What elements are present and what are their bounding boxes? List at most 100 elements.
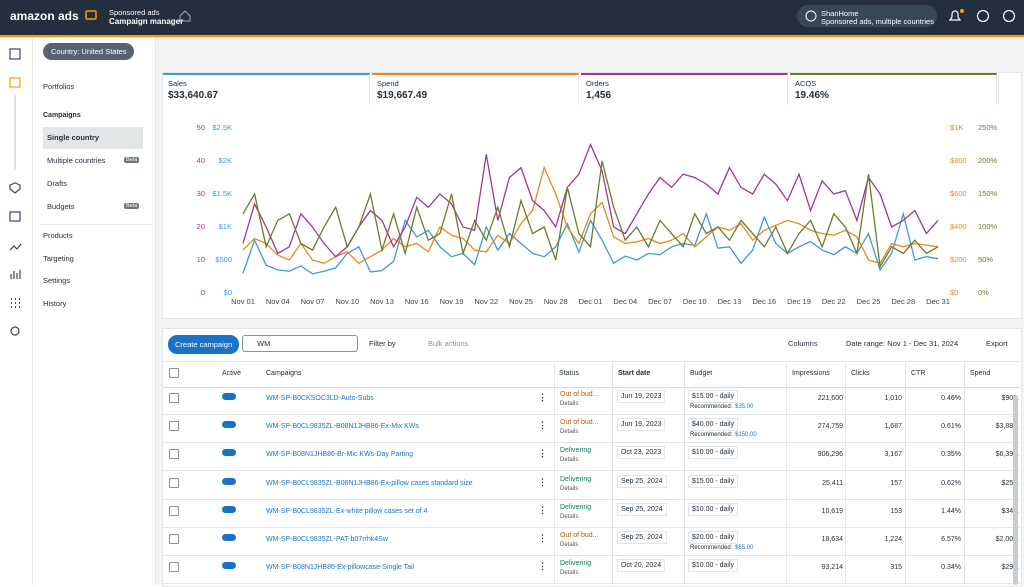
recommended-value[interactable]: $65.00 [735, 545, 754, 551]
nav-item[interactable]: Multiple countries [47, 156, 106, 165]
column-header[interactable]: Start date [618, 370, 651, 377]
account-pill[interactable] [797, 5, 937, 27]
y-tick-label: $2.5K [212, 123, 232, 132]
column-header[interactable]: Impressions [792, 370, 830, 377]
nav-item[interactable]: Budgets [47, 202, 75, 211]
nav-item[interactable]: History [43, 298, 67, 308]
dashboard-icon[interactable] [9, 48, 21, 60]
create-button[interactable]: Create campaign [168, 335, 240, 354]
column-header[interactable]: Budget [690, 370, 713, 377]
search-box[interactable]: WM [242, 335, 358, 352]
trend-icon[interactable] [9, 243, 22, 251]
campaign-link[interactable]: WM-SP-B08N1JHB86-Br-Mic KWs-Day Parting [266, 451, 414, 459]
account-sub: Sponsored ads, multiple countries [821, 17, 934, 26]
user-icon[interactable] [1002, 9, 1016, 23]
shield-icon[interactable] [9, 182, 21, 194]
active-toggle[interactable] [222, 477, 236, 485]
row-checkbox[interactable] [169, 449, 179, 460]
active-toggle[interactable] [222, 562, 236, 570]
recommended-value[interactable]: $150.00 [735, 432, 757, 439]
recommended-value[interactable]: $35.00 [735, 404, 754, 410]
export[interactable]: Export [986, 339, 1008, 348]
row-checkbox[interactable] [169, 477, 179, 488]
details-link[interactable]: Details [560, 429, 579, 436]
campaign-link[interactable]: WM-SP-B0CL9835ZL-B08N1JHB86-Ex-pillow ca… [266, 479, 473, 487]
y-tick-label: $1K [950, 123, 963, 132]
row [163, 387, 1020, 415]
column-header[interactable]: Status [559, 370, 579, 377]
apps-icon[interactable] [11, 298, 20, 308]
active-toggle[interactable] [222, 505, 236, 513]
active-toggle[interactable] [222, 393, 236, 400]
active-toggle[interactable] [222, 449, 236, 457]
filter[interactable]: Filter by [369, 339, 396, 348]
metric-card[interactable] [163, 73, 370, 105]
metric-label: Orders [586, 79, 609, 88]
metrics-toggle[interactable] [998, 74, 1020, 103]
row-checkbox[interactable] [169, 562, 179, 573]
nav-item[interactable]: Portfolios [43, 82, 75, 91]
metric-card[interactable] [790, 73, 997, 105]
campaign-link[interactable]: WM-SP-B0CL9835ZL-B08N1JHB86-Ex-Mix KWs [266, 423, 419, 431]
x-tick-label: Nov 22 [474, 297, 498, 306]
bulk-actions[interactable]: Bulk actions [428, 339, 469, 348]
x-tick-label: Nov 28 [544, 297, 568, 306]
cell-spend: $6,393. [995, 451, 1019, 459]
campaign-link[interactable]: WM-SP-B0CL9835ZL-Ex-white pillow cases s… [266, 507, 428, 515]
column-header[interactable]: CTR [911, 370, 926, 377]
metric-card[interactable] [581, 73, 788, 105]
details-link[interactable]: Details [560, 542, 579, 548]
active-toggle[interactable] [222, 534, 236, 541]
bell-icon[interactable] [948, 10, 962, 21]
row-menu: ⋮ [538, 392, 547, 402]
line-series [242, 160, 939, 269]
column-header[interactable]: Campaigns [266, 370, 302, 377]
nav-item[interactable]: Settings [43, 276, 71, 285]
row [163, 472, 1020, 500]
row-checkbox[interactable] [169, 393, 179, 403]
x-tick-label: Dec 10 [683, 297, 707, 306]
nav-item[interactable]: Products [43, 231, 73, 240]
cell-impressions: 274,759 [817, 423, 843, 431]
y-tick-label: $1K [219, 222, 232, 231]
campaign-link[interactable]: WM-SP-B0CL9835ZL-PAT-b07rrhk4Sw [266, 536, 388, 543]
column-header[interactable]: Active [222, 370, 242, 377]
nav-item[interactable]: Targeting [43, 253, 74, 263]
details-link[interactable]: Details [560, 570, 579, 577]
details-link[interactable]: Details [560, 485, 579, 492]
active-toggle[interactable] [222, 421, 236, 429]
column-header[interactable]: Spend [970, 370, 991, 377]
help-icon[interactable] [976, 9, 990, 23]
nav-item[interactable]: Drafts [47, 179, 68, 188]
row-checkbox[interactable] [169, 421, 179, 432]
column-header[interactable]: Clicks [851, 370, 870, 377]
campaign-link[interactable]: WM-SP-B0CKSOC3LD-Auto-Subs [266, 395, 374, 402]
media-icon[interactable] [9, 211, 21, 222]
country-button[interactable]: Country: United States [43, 43, 135, 60]
nav-selected [43, 127, 143, 149]
campaign-link[interactable]: WM-SP-B08N1JHB86-Ex-pillowcase-Single Ta… [266, 564, 415, 572]
campaigns-icon[interactable] [9, 77, 21, 88]
row-checkbox[interactable] [169, 534, 179, 544]
header-checkbox[interactable] [169, 368, 179, 378]
columns[interactable]: Columns [788, 339, 818, 348]
date-range[interactable]: Date range: Nov 1 - Dec 31, 2024 [846, 339, 959, 348]
details-link[interactable]: Details [560, 401, 579, 407]
y-tick-label: $800 [950, 156, 967, 165]
nav-item[interactable]: Single country [47, 133, 100, 142]
reports-icon[interactable] [10, 270, 21, 279]
row-checkbox[interactable] [169, 505, 179, 516]
start-date: Jun 19, 2023 [617, 418, 666, 432]
settings-icon[interactable] [10, 326, 20, 336]
metric-card[interactable] [372, 73, 579, 105]
status: Delivering [560, 475, 592, 483]
nav-section: Campaigns [43, 112, 81, 119]
details-link[interactable]: Details [560, 513, 579, 520]
nav-badge: Beta [124, 203, 140, 209]
x-tick-label: Dec 28 [891, 297, 915, 306]
y-tick-label: $600 [950, 189, 967, 198]
details-link[interactable]: Details [560, 457, 579, 464]
column-divider [964, 362, 965, 585]
row [163, 443, 1020, 472]
line-series [242, 211, 939, 275]
